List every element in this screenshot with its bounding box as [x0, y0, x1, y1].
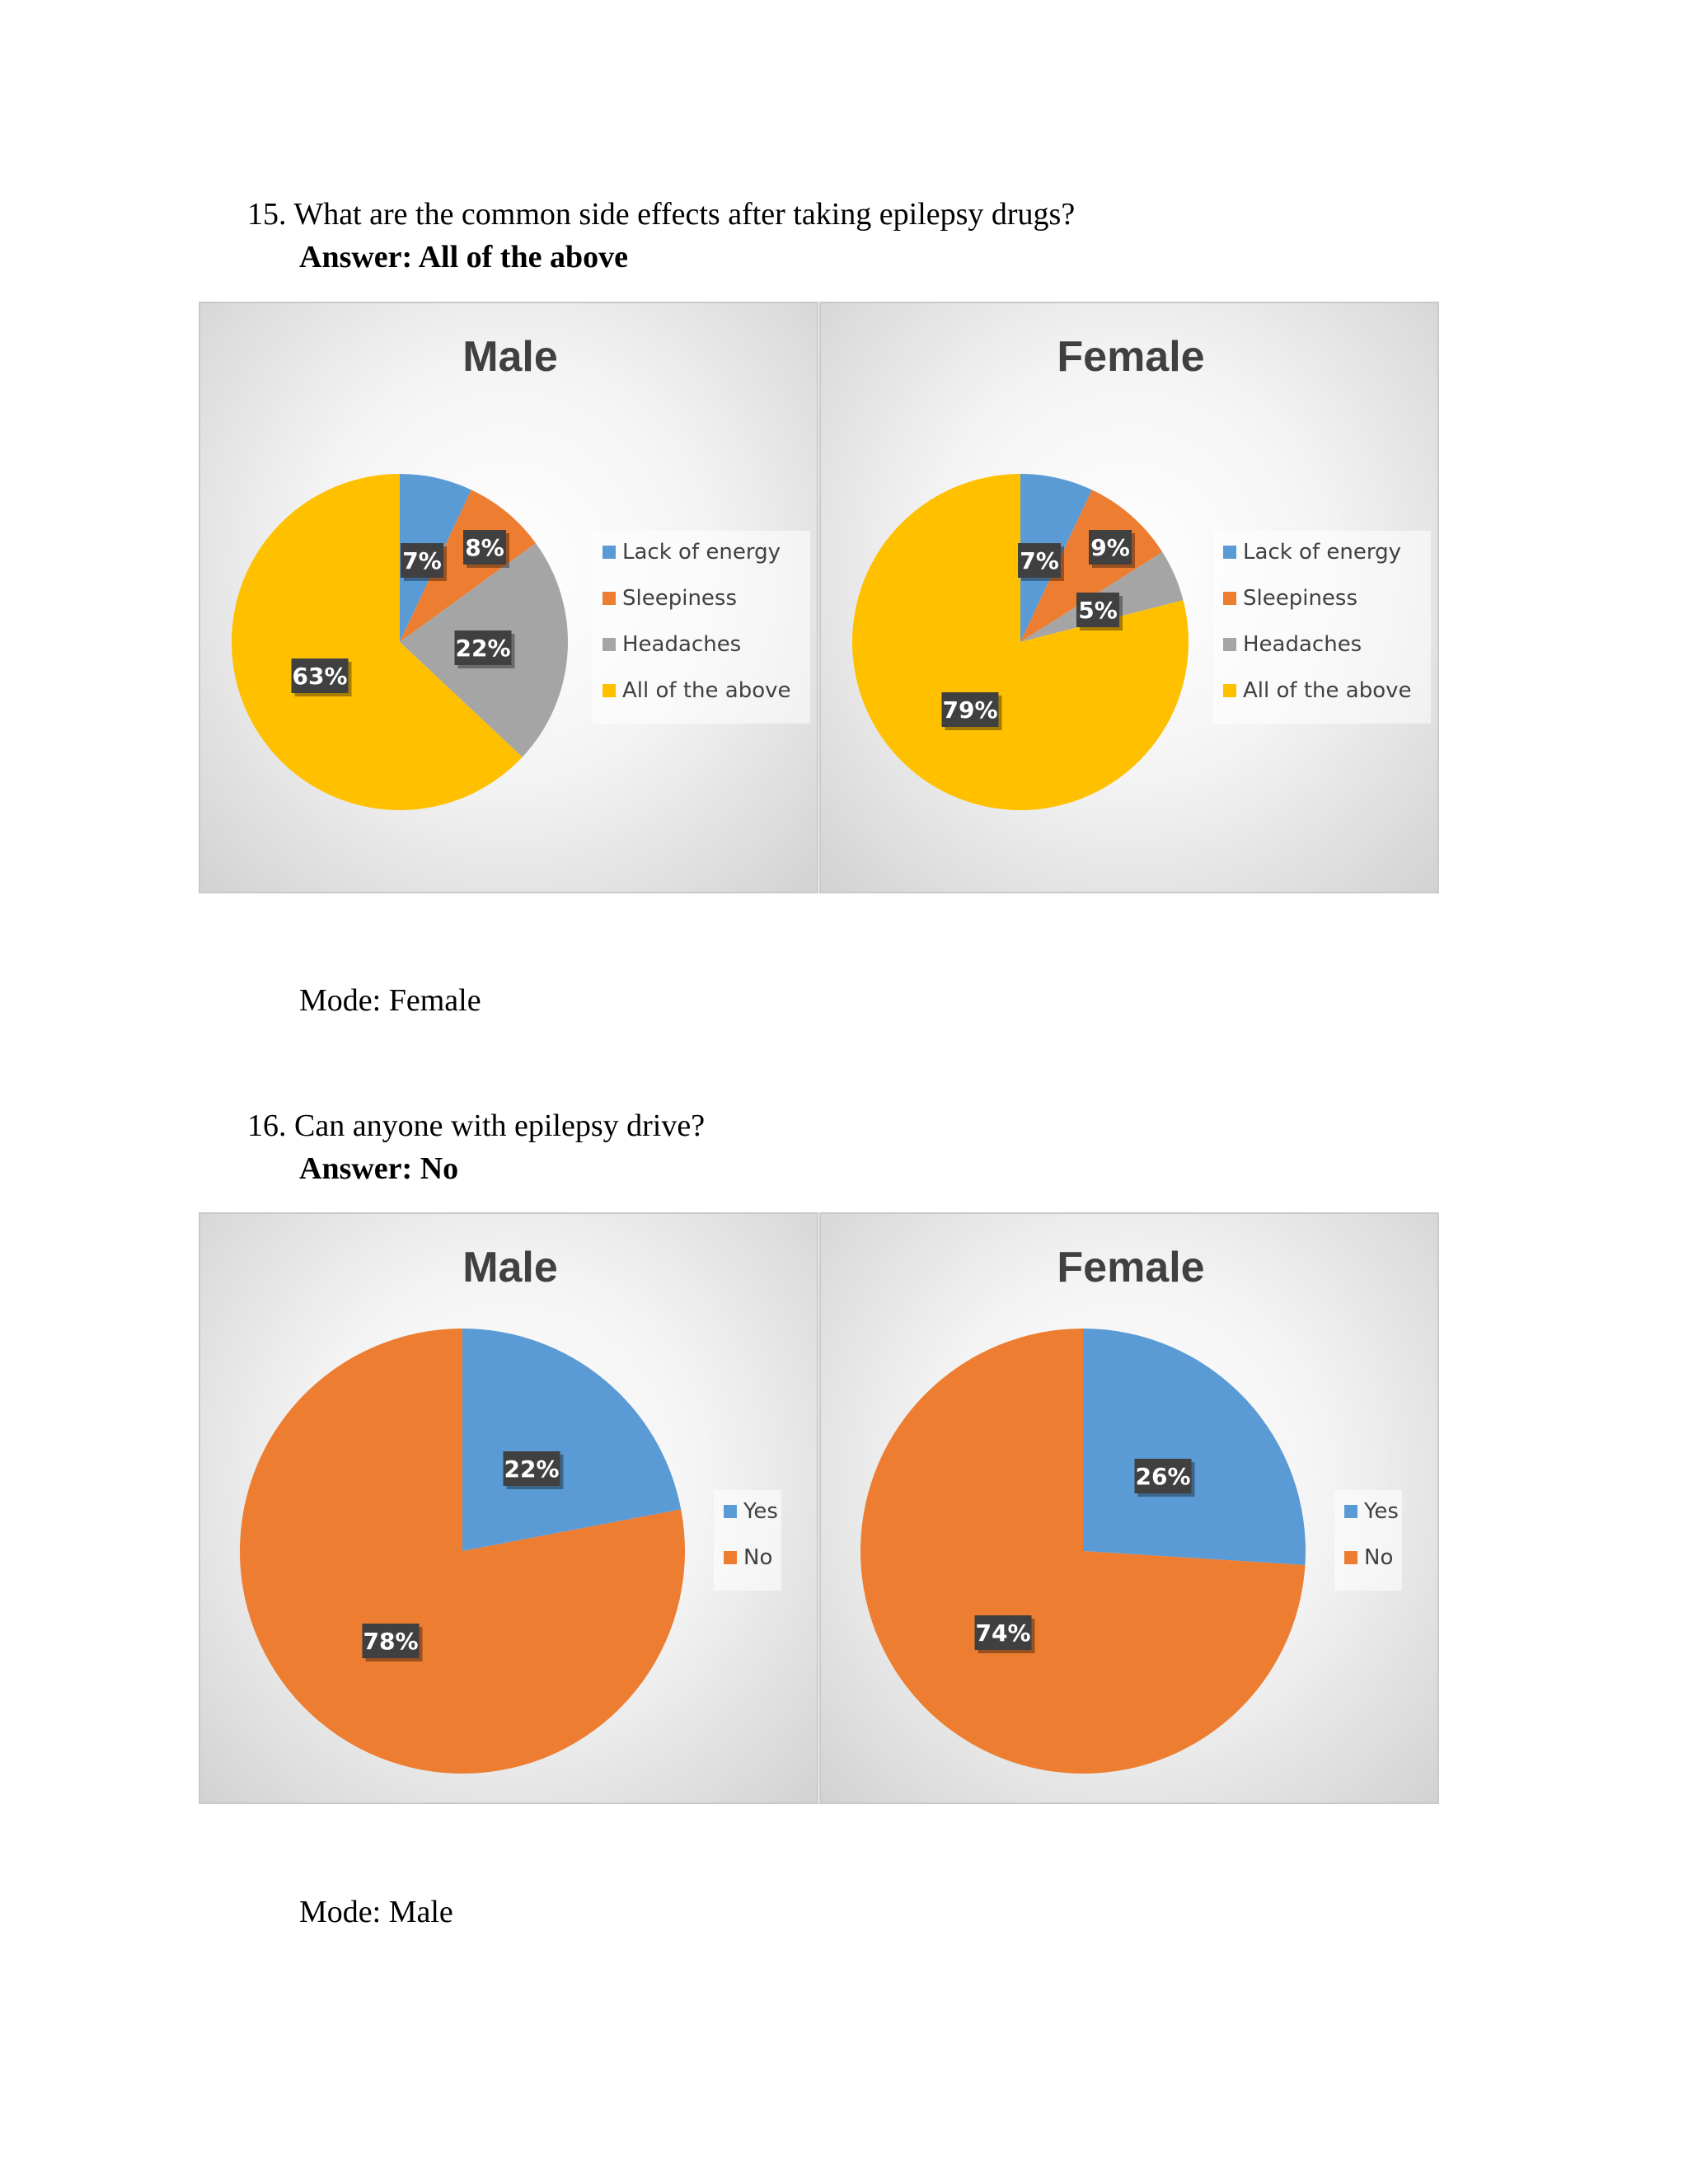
- pie-chart: Female 26% 74% Yes No: [860, 1244, 1402, 1774]
- chart-title: Female: [1057, 1244, 1204, 1291]
- data-label: 22%: [503, 1451, 564, 1489]
- legend-swatch: [603, 684, 616, 697]
- data-label: 74%: [974, 1615, 1035, 1653]
- question-number: 16.: [247, 1108, 287, 1143]
- mode-16: Mode: Male: [299, 1895, 453, 1929]
- svg-text:79%: 79%: [942, 696, 997, 724]
- question-number: 15.: [247, 197, 287, 232]
- chart-panel: Female 26% 74% Yes No: [819, 1212, 1439, 1804]
- legend-label: Yes: [743, 1499, 778, 1524]
- pie-slice-sleepiness: [400, 490, 537, 642]
- legend-swatch: [1344, 1505, 1357, 1518]
- chart-legend: Lack of energy Sleepiness Headaches All of …: [1213, 531, 1431, 724]
- chart-legend: Yes No: [714, 1490, 781, 1591]
- question-text: Can anyone with epilepsy drive?: [294, 1108, 706, 1143]
- pie-chart: Female 7% 9% 5% 79% Lack of energy Sleepiness H…: [852, 333, 1431, 810]
- data-label: 7%: [401, 543, 447, 581]
- legend-swatch: [1223, 684, 1236, 697]
- legend-label: All of the above: [622, 678, 790, 703]
- mode-15: Mode: Female: [299, 983, 481, 1018]
- svg-text:9%: 9%: [1090, 534, 1130, 561]
- legend-swatch: [1223, 546, 1236, 559]
- legend-label: All of the above: [1243, 678, 1411, 703]
- svg-text:63%: 63%: [292, 663, 347, 690]
- svg-text:26%: 26%: [1135, 1463, 1190, 1490]
- legend-swatch: [603, 592, 616, 605]
- legend-swatch: [1223, 638, 1236, 651]
- data-label: 22%: [454, 630, 515, 668]
- data-label: 78%: [362, 1624, 423, 1661]
- pie-slice-all-of-the-above: [852, 474, 1189, 810]
- svg-text:7%: 7%: [1020, 547, 1059, 574]
- data-label: 63%: [291, 658, 352, 696]
- svg-text:22%: 22%: [504, 1455, 559, 1483]
- legend-label: Yes: [1363, 1499, 1399, 1524]
- legend-label: No: [1364, 1545, 1393, 1570]
- chart-title: Male: [462, 333, 558, 381]
- legend-label: No: [743, 1545, 772, 1570]
- data-label: 9%: [1089, 530, 1135, 568]
- legend-swatch: [724, 1505, 737, 1518]
- svg-text:22%: 22%: [455, 635, 510, 662]
- svg-text:5%: 5%: [1078, 597, 1118, 624]
- svg-text:78%: 78%: [363, 1628, 418, 1655]
- chart-legend: Lack of energy Sleepiness Headaches All of …: [593, 531, 810, 724]
- legend-swatch: [603, 546, 616, 559]
- chart-legend: Yes No: [1334, 1490, 1402, 1591]
- pie-slice-sleepiness: [1020, 490, 1163, 642]
- data-label: 5%: [1076, 593, 1123, 630]
- data-label: 79%: [941, 692, 1002, 730]
- data-label: 7%: [1018, 543, 1064, 581]
- chart-panel: Male 22% 78% Yes No: [199, 1212, 818, 1804]
- question-text: What are the common side effects after t…: [293, 197, 1076, 232]
- svg-text:8%: 8%: [465, 534, 504, 561]
- answer-15: Answer: All of the above: [299, 240, 628, 274]
- svg-text:7%: 7%: [402, 547, 442, 574]
- question-15: 15. What are the common side effects aft…: [247, 196, 1075, 232]
- data-label: 26%: [1134, 1459, 1195, 1497]
- question-16: 16. Can anyone with epilepsy drive?: [247, 1108, 705, 1144]
- pie-chart: Male 22% 78% Yes No: [240, 1244, 781, 1774]
- chart-panel: Female 7% 9% 5% 79% Lack of energy Sleepiness H…: [819, 302, 1439, 893]
- legend-label: Lack of energy: [1243, 540, 1401, 565]
- legend-swatch: [603, 638, 616, 651]
- pie-slice-yes: [462, 1329, 682, 1551]
- legend-swatch: [1344, 1551, 1357, 1564]
- pie-slice-no: [860, 1329, 1306, 1774]
- legend-label: Headaches: [622, 632, 741, 657]
- legend-label: Lack of energy: [622, 540, 781, 565]
- legend-label: Sleepiness: [622, 586, 737, 611]
- legend-label: Sleepiness: [1243, 586, 1357, 611]
- pie-slice-all-of-the-above: [231, 474, 523, 810]
- chart-title: Male: [462, 1244, 558, 1291]
- chart-panel: Male 7% 8% 22% 63% Lack of energy Sleepiness He…: [199, 302, 818, 893]
- legend-label: Headaches: [1243, 632, 1362, 657]
- data-label: 8%: [463, 530, 509, 568]
- svg-text:74%: 74%: [975, 1619, 1030, 1647]
- pie-slice-no: [240, 1329, 685, 1774]
- legend-swatch: [1223, 592, 1236, 605]
- pie-chart: Male 7% 8% 22% 63% Lack of energy Sleepiness He…: [231, 333, 810, 810]
- chart-title: Female: [1057, 333, 1204, 381]
- legend-swatch: [724, 1551, 737, 1564]
- pie-slice-yes: [1083, 1329, 1306, 1565]
- answer-16: Answer: No: [299, 1151, 459, 1186]
